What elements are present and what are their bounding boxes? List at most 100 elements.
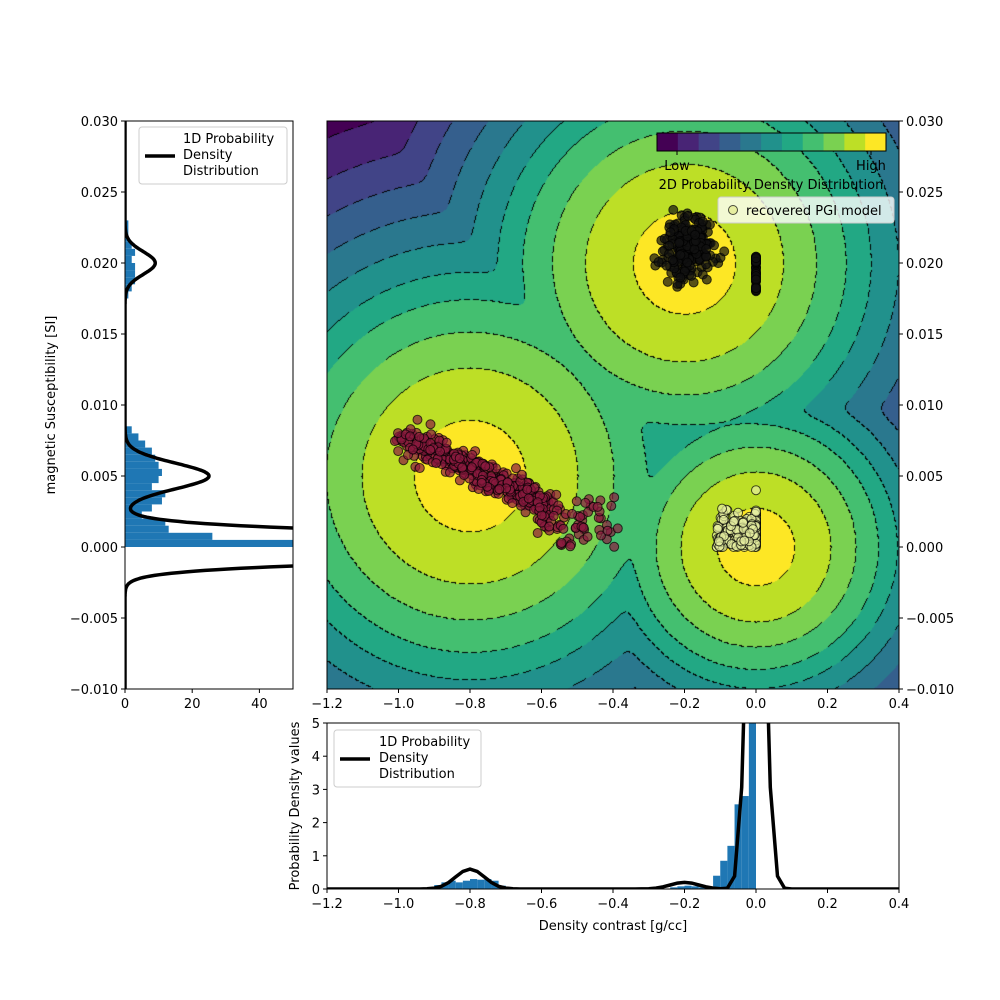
- histogram-bar: [125, 490, 166, 498]
- histogram-bar: [125, 248, 136, 256]
- scatter-points: [389, 204, 761, 552]
- recovered-point-cluster-a: [454, 453, 465, 464]
- recovered-point-cluster-a: [578, 522, 589, 533]
- histogram-bar: [484, 879, 492, 889]
- susceptibility-histogram-axes: 0 20 40 −0.010 −0.005 0.000 0.005 0.010 0.015 0.0…: [70, 115, 294, 712]
- bottom-xlabel: Density contrast [g/cc]: [539, 919, 687, 934]
- recovered-point-cluster-a: [612, 523, 623, 534]
- recovered-point-cluster-c: [751, 485, 761, 496]
- colorbar-swatch: [677, 133, 700, 151]
- recovered-point-cluster-a: [414, 463, 425, 474]
- recovered-point-cluster-a: [609, 541, 620, 552]
- recovered-point-cluster-a: [556, 537, 567, 548]
- histogram-bar: [125, 440, 146, 448]
- x-tick-label: −1.0: [383, 697, 415, 712]
- x-tick-label: 0.2: [817, 697, 838, 712]
- colorbar-label: 2D Probability Density Distribution: [659, 178, 884, 193]
- left-axes-background: [125, 121, 293, 689]
- recovered-point-cluster-a: [571, 496, 582, 507]
- histogram-bar: [125, 241, 132, 249]
- x-tick-label: 0.2: [817, 897, 838, 912]
- colorbar-frame: [656, 132, 887, 152]
- recovered-point-cluster-a: [580, 497, 591, 508]
- recovered-point-cluster-a: [532, 528, 543, 539]
- y-tick-label: −0.005: [906, 612, 954, 627]
- recovered-point-cluster-a: [467, 449, 478, 460]
- main-scatter-axes: −1.2 −1.0 −0.8 −0.6 −0.4 −0.2 0.0 0.2 0.4−0.010 −…: [311, 115, 954, 712]
- recovered-point-cluster-a: [431, 458, 442, 469]
- legend-label: Distribution: [183, 164, 259, 179]
- histogram-bar: [125, 277, 136, 285]
- recovered-point-cluster-c: [744, 528, 755, 539]
- recovered-point-cluster-c: [712, 523, 723, 534]
- recovered-point-cluster-b: [751, 283, 761, 294]
- colorbar-swatch: [844, 133, 866, 151]
- x-tick-label: 0: [121, 697, 129, 712]
- legend-marker: [728, 205, 738, 215]
- y-tick-label: 0.015: [906, 328, 943, 343]
- histogram-bar: [713, 875, 721, 889]
- colorbar-swatch: [865, 133, 887, 151]
- colorbar-swatch: [657, 133, 679, 151]
- histogram-bar: [125, 255, 132, 263]
- recovered-point-cluster-a: [435, 446, 446, 457]
- recovered-point-cluster-a: [592, 501, 603, 512]
- recovered-point-cluster-b: [664, 240, 675, 251]
- colorbar-swatch: [781, 133, 804, 151]
- recovered-point-cluster-b: [690, 229, 701, 240]
- legend-label: 1D Probability: [183, 132, 274, 147]
- recovered-point-cluster-a: [548, 510, 559, 521]
- legend-box: [333, 729, 482, 788]
- histogram-bar: [125, 461, 159, 469]
- recovered-point-cluster-a: [510, 463, 521, 474]
- recovered-point-cluster-b: [682, 257, 693, 268]
- bottom-ylabel: Probability Density values: [288, 721, 303, 890]
- y-tick-label: 2: [312, 817, 320, 832]
- histogram-bar: [125, 468, 162, 476]
- colorbar-high-label: High: [856, 159, 886, 174]
- x-tick-label: 0.4: [889, 897, 910, 912]
- recovered-point-cluster-a: [516, 469, 527, 480]
- colorbar-swatch: [719, 133, 741, 151]
- recovered-point-cluster-a: [534, 502, 545, 513]
- histogram-bars: [327, 723, 899, 889]
- x-tick-label: 0.4: [889, 697, 910, 712]
- histogram-bar: [125, 433, 139, 441]
- recovered-point-cluster-a: [425, 444, 436, 455]
- histogram-bar: [677, 886, 685, 889]
- recovered-point-cluster-a: [494, 484, 505, 495]
- histogram-bar: [748, 723, 756, 889]
- y-tick-label: −0.010: [906, 683, 954, 698]
- y-tick-label: 0: [312, 883, 320, 898]
- x-tick-label: −0.4: [597, 897, 629, 912]
- y-tick-label: 4: [312, 750, 320, 765]
- legend-box: [138, 126, 288, 185]
- histogram-bar: [477, 879, 485, 889]
- colorbar-swatch: [761, 133, 783, 151]
- y-tick-label: 0.020: [906, 257, 943, 272]
- recovered-point-cluster-b: [689, 244, 700, 255]
- histogram-bar: [125, 497, 162, 505]
- histogram-bar: [125, 476, 159, 484]
- recovered-point-cluster-b: [665, 227, 676, 238]
- recovered-point-cluster-a: [393, 446, 404, 457]
- y-tick-label: 0.025: [81, 186, 118, 201]
- recovered-point-cluster-a: [523, 493, 534, 504]
- histogram-bar: [462, 880, 470, 889]
- y-tick-label: 0.010: [81, 399, 118, 414]
- histogram-bar: [125, 263, 136, 271]
- x-tick-label: −1.2: [311, 697, 343, 712]
- recovered-point-cluster-a: [405, 431, 416, 442]
- histogram-bar: [125, 518, 166, 526]
- recovered-point-cluster-c: [751, 506, 761, 517]
- x-tick-label: 0.0: [746, 697, 767, 712]
- y-tick-label: 0.005: [81, 470, 118, 485]
- x-tick-label: −0.2: [669, 697, 701, 712]
- y-tick-label: 0.020: [81, 257, 118, 272]
- recovered-point-cluster-a: [412, 414, 423, 425]
- x-tick-label: −0.6: [526, 897, 558, 912]
- density-histogram-axes: −1.2 −1.0 −0.8 −0.6 −0.4 −0.2 0.0 0.2 0.4 0 1 2 3 4 5 1…: [311, 717, 910, 912]
- legend-label: Density: [379, 751, 429, 766]
- histogram-bar: [125, 483, 152, 491]
- recovered-point-cluster-a: [425, 419, 436, 430]
